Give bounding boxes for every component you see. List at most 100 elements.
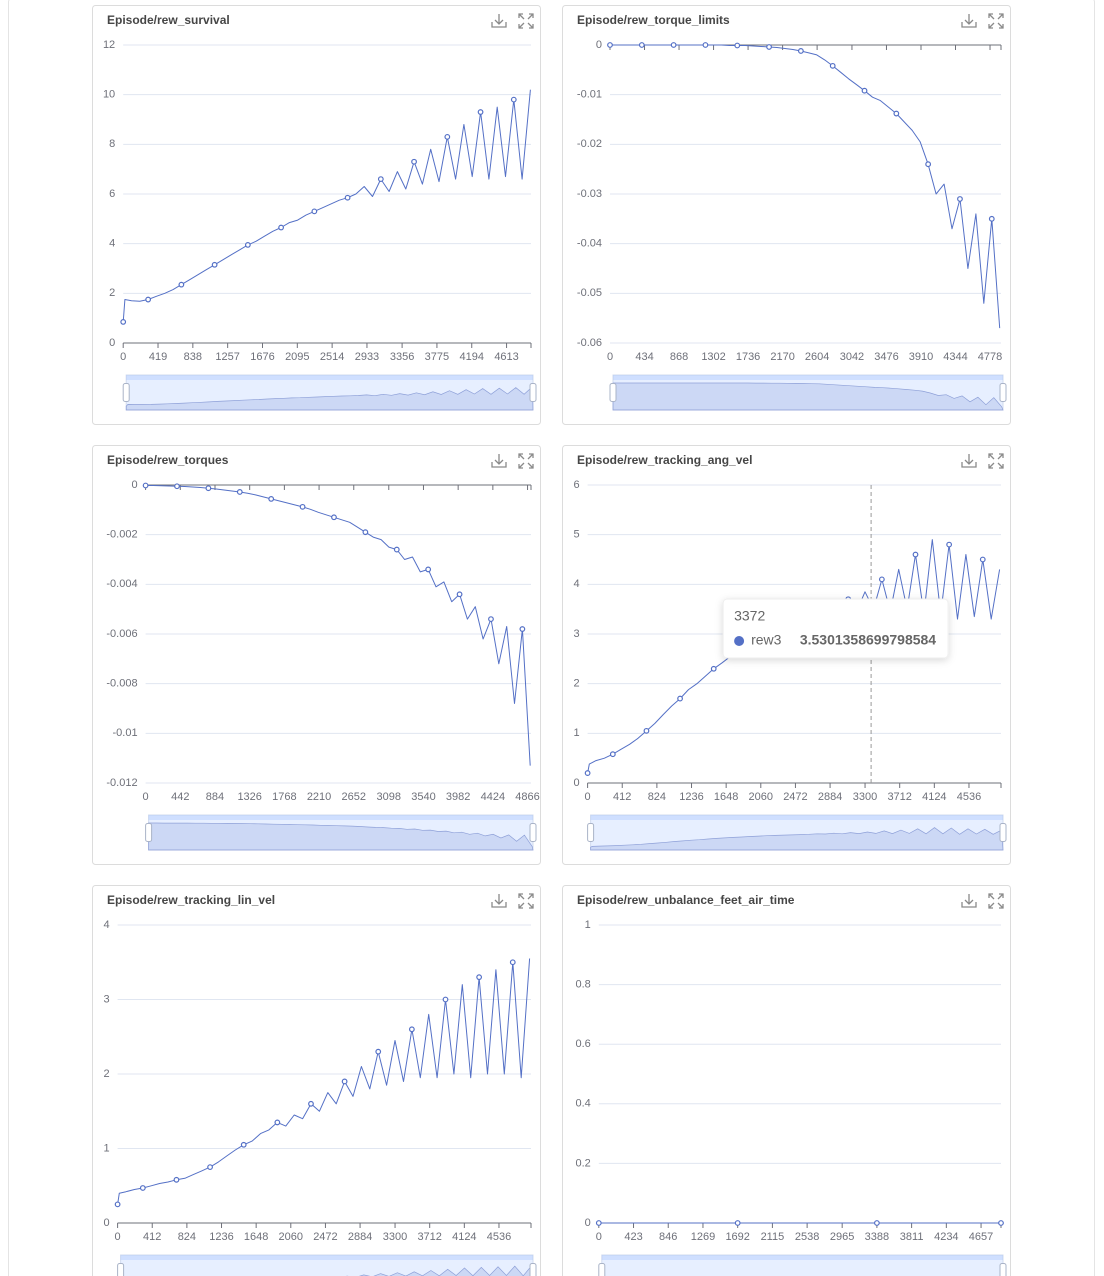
x-tick-label: 1269	[691, 1231, 715, 1243]
y-tick-label: 2	[103, 1068, 109, 1080]
x-tick-label: 4536	[957, 791, 981, 803]
slider-handle[interactable]	[999, 1263, 1007, 1276]
slider-handle[interactable]	[122, 383, 130, 402]
point-marker	[274, 1119, 281, 1126]
x-tick-label: 4124	[922, 791, 946, 803]
point-marker	[797, 48, 804, 54]
slider-handle[interactable]	[529, 1263, 537, 1276]
data-zoom-slider[interactable]	[145, 814, 537, 851]
slider-handle[interactable]	[587, 823, 595, 842]
x-tick-label: 2965	[830, 1231, 854, 1243]
download-button[interactable]	[491, 894, 507, 908]
y-tick-label: 4	[103, 919, 109, 931]
fullscreen-button[interactable]	[988, 453, 1004, 469]
x-tick-label: 3300	[383, 1231, 407, 1243]
fullscreen-button[interactable]	[988, 893, 1004, 909]
point-marker	[595, 1220, 602, 1226]
chart-card: Episode/rew_unbalance_feet_air_time 0 0.2 0…	[562, 885, 1011, 1276]
x-tick-label: 3712	[887, 791, 911, 803]
y-tick-label: -0.01	[113, 727, 138, 739]
y-tick-label: 0.4	[576, 1098, 591, 1110]
y-tick-label: -0.05	[577, 287, 602, 299]
slider-handle[interactable]	[117, 1263, 125, 1276]
fullscreen-icon	[518, 13, 534, 29]
fullscreen-button[interactable]	[518, 453, 534, 469]
point-marker	[829, 62, 836, 69]
x-tick-label: 1257	[215, 351, 239, 363]
x-tick-label: 0	[585, 791, 591, 803]
x-tick-label: 2170	[770, 351, 794, 363]
slider-handle[interactable]	[999, 823, 1007, 842]
y-tick-label: 6	[573, 479, 579, 491]
y-tick-label: -0.002	[106, 529, 137, 541]
point-marker	[476, 974, 483, 981]
slider-handle[interactable]	[609, 383, 617, 402]
point-marker	[609, 751, 616, 758]
point-marker	[607, 42, 613, 48]
x-tick-label: 1736	[736, 351, 760, 363]
point-marker	[670, 42, 677, 48]
y-tick-label: 4	[573, 578, 579, 590]
point-marker	[477, 109, 484, 115]
x-tick-label: 442	[171, 791, 189, 803]
x-tick-label: 2604	[805, 351, 829, 363]
slider-preview	[612, 382, 1004, 411]
download-button[interactable]	[491, 454, 507, 468]
y-tick-label: -0.03	[577, 188, 602, 200]
x-tick-label: 3476	[874, 351, 898, 363]
slider-handle[interactable]	[529, 383, 537, 402]
data-zoom-slider[interactable]	[122, 374, 537, 411]
card-frame	[92, 445, 541, 865]
slider-handle[interactable]	[999, 383, 1007, 402]
fullscreen-button[interactable]	[518, 893, 534, 909]
point-marker	[308, 1100, 314, 1107]
y-tick-label: 2	[109, 287, 115, 299]
point-marker	[408, 1026, 415, 1033]
x-tick-label: 3712	[417, 1231, 441, 1243]
point-marker	[311, 208, 318, 215]
x-tick-label: 3388	[865, 1231, 889, 1243]
point-marker	[114, 1201, 121, 1208]
x-tick-label: 838	[184, 351, 202, 363]
x-tick-label: 0	[143, 791, 149, 803]
fullscreen-icon	[988, 13, 1004, 29]
card-frame	[92, 885, 541, 1276]
chart-title: Episode/rew_tracking_lin_vel	[107, 893, 275, 907]
fullscreen-button[interactable]	[988, 13, 1004, 29]
point-marker	[444, 133, 451, 140]
download-button[interactable]	[491, 14, 507, 28]
x-tick-label: 0	[596, 1231, 602, 1243]
data-zoom-slider[interactable]	[117, 1254, 537, 1276]
fullscreen-icon	[518, 453, 534, 469]
data-zoom-slider[interactable]	[587, 814, 1007, 851]
y-tick-label: -0.04	[577, 238, 602, 250]
download-icon	[961, 894, 977, 908]
point-marker	[393, 546, 400, 553]
slider-handle[interactable]	[529, 823, 537, 842]
download-button[interactable]	[961, 14, 977, 28]
point-marker	[893, 110, 900, 117]
point-marker	[488, 616, 494, 623]
slider-handle[interactable]	[598, 1263, 606, 1276]
point-marker	[998, 1220, 1004, 1226]
y-tick-label: 6	[109, 188, 115, 200]
download-icon	[491, 14, 507, 28]
y-tick-label: 0	[131, 479, 137, 491]
slider-handle[interactable]	[145, 823, 153, 842]
y-tick-label: 0	[573, 777, 579, 789]
x-tick-label: 4194	[460, 351, 484, 363]
chart-card: Episode/rew_torque_limits 0 -0.01 -0.02 -0.0…	[562, 5, 1011, 425]
data-zoom-slider[interactable]	[609, 374, 1007, 411]
download-button[interactable]	[961, 454, 977, 468]
x-tick-label: 4124	[452, 1231, 476, 1243]
slider-bar	[590, 815, 1003, 820]
data-zoom-slider[interactable]	[598, 1254, 1007, 1276]
fullscreen-button[interactable]	[518, 13, 534, 29]
x-tick-label: 1236	[679, 791, 703, 803]
download-button[interactable]	[961, 894, 977, 908]
tooltip-swatch	[734, 636, 745, 646]
slider-preview	[148, 822, 534, 851]
x-tick-label: 3300	[853, 791, 877, 803]
chart-title: Episode/rew_tracking_ang_vel	[577, 453, 752, 467]
